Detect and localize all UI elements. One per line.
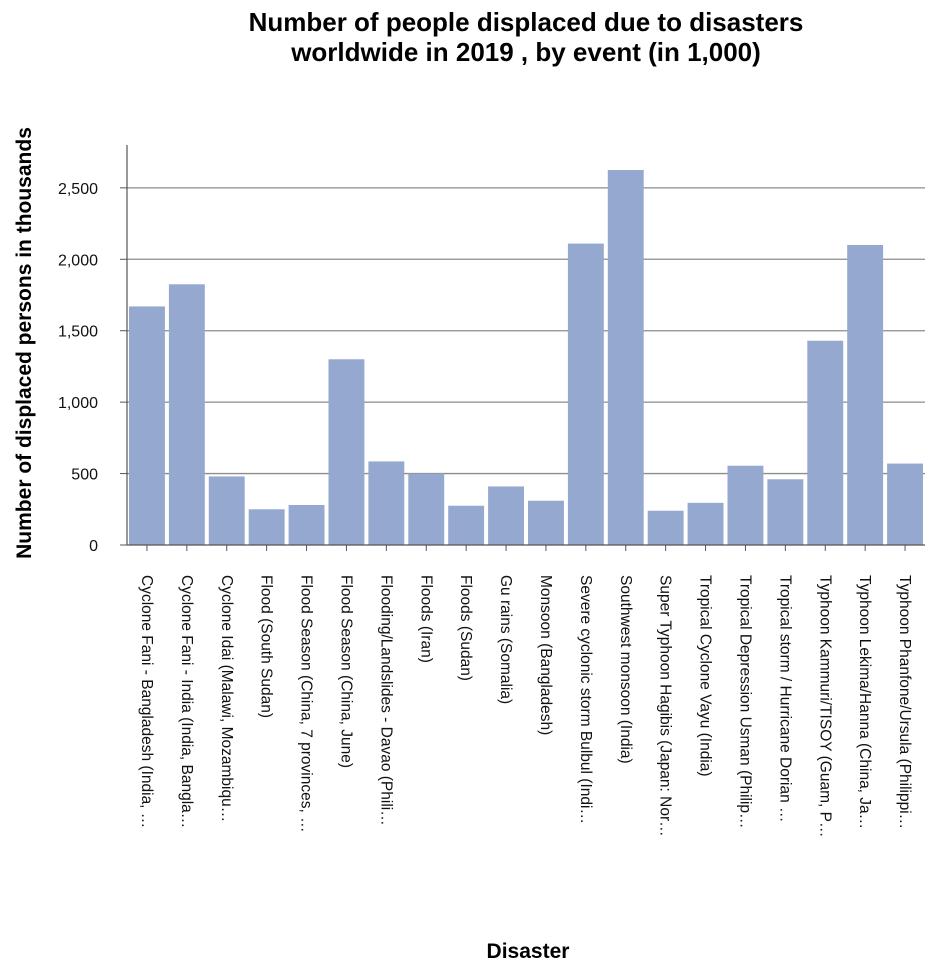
bar [248,509,285,545]
category-labels: Cyclone Fani - Bangladesh (India, … Cyclo… [138,575,913,837]
x-tick-label: Typhoon Kammuri/TISOY (Guam, P… [816,575,833,837]
y-tick-label: 1,000 [58,395,98,412]
chart-title-line-1: Number of people displaced due to disast… [249,7,804,37]
x-axis-title: Disaster [487,940,570,963]
bar [168,284,205,545]
bar [607,170,644,545]
bar [208,476,245,545]
bars [128,170,924,546]
x-tick-label: Floods (Sudan) [457,575,474,681]
bar [368,461,405,545]
x-tick-label: Southwest monsoon (India) [617,575,634,764]
x-tick-label: Cyclone Fani - Bangladesh (India, … [138,575,155,828]
bar [288,505,325,545]
x-tick-label: Cyclone Idai (Malawi, Mozambiqu… [218,575,235,822]
axes: 0 500 1,000 1,500 2,000 2,500 [58,145,925,555]
x-tick-label: Floods (Iran) [417,575,434,663]
chart-title-line-2: worldwide in 2019 , by event (in 1,000) [290,37,761,67]
x-tick-label: Flood Season (China, June) [337,575,354,768]
x-tick-label: Typhoon Phanfone/Ursula (Philippi… [896,575,913,829]
x-tick-label: Tropical Depression Usman (Philip… [736,575,753,829]
x-tick-label: Cyclone Fani - India (India, Bangla… [178,575,195,828]
bar [647,510,684,545]
gridlines [127,187,925,475]
x-tick-label: Gu rains (Somalia) [497,575,514,704]
bar [488,486,525,545]
bar [847,245,884,545]
x-tick-label: Severe cyclonic storm Bulbul (Indi… [577,575,594,824]
bar [807,340,844,545]
bar [408,473,445,545]
bar [767,479,804,545]
bar [527,500,564,545]
bar [887,463,924,545]
x-tick-label: Flood (South Sudan) [258,575,275,718]
y-axis-title: Number of displaced persons in thousands [13,127,36,559]
bar [328,359,365,545]
y-tick-label: 1,500 [58,324,98,341]
x-tick-label: Flood Season (China, 7 provinces, … [298,575,315,833]
x-tick-label: Monsoon (Bangladesh) [537,575,554,735]
y-tick-label: 2,000 [58,252,98,269]
x-tick-label: Tropical Cyclone Vayu (India) [697,575,714,777]
y-tick-label: 2,500 [58,181,98,198]
y-tick-label: 500 [71,467,98,484]
x-tick-label: Super Typhoon Hagibis (Japan: Nor… [657,575,674,837]
bar [128,306,165,545]
bar [727,465,764,545]
x-tick-label: Tropical storm / Hurricane Dorian … [776,575,793,823]
x-tick-label: Flooding/Landslides - Davao (Phili… [377,575,394,826]
x-tick-label: Typhoon Lekima/Hanna (China, Ja… [856,575,873,829]
bar [687,502,724,545]
bar [448,505,485,545]
y-tick-label: 0 [89,538,98,555]
bar [567,243,604,546]
